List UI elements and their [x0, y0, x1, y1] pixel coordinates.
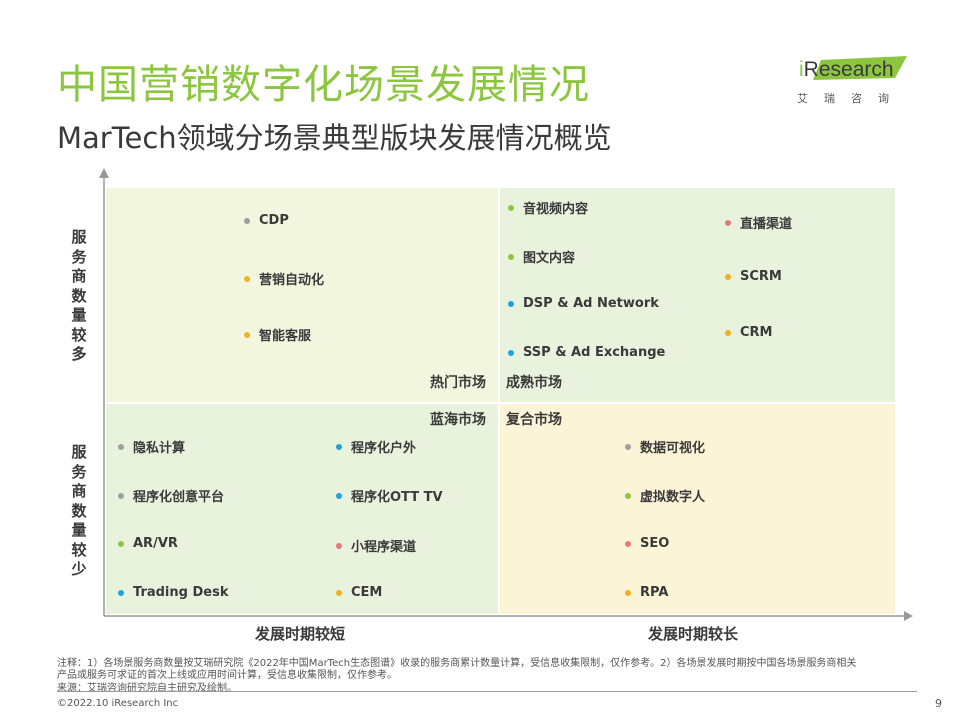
scenario-label: 虚拟数字人 [640, 490, 706, 505]
category-dot-icon [508, 300, 514, 307]
quadrant-composite-market [500, 404, 895, 614]
logo-swoosh-icon [813, 56, 907, 80]
scenario-label: CDP [259, 213, 289, 228]
scenario-item: 音视频内容 [508, 198, 588, 217]
scenario-item: 营销自动化 [244, 269, 324, 288]
scenario-label: SCRM [740, 269, 782, 284]
label-hot-market: 热门市场 [430, 375, 486, 391]
scenario-label: 智能客服 [259, 329, 312, 344]
note-line-2: 产品或服务可求证的首次上线或应用时间计算，受信息收集限制，仅作参考。 [57, 670, 397, 681]
scenario-item: Trading Desk [118, 585, 228, 600]
category-dot-icon [508, 349, 514, 356]
scenario-item: 程序化OTT TV [336, 486, 443, 505]
logo-chinese: 艾瑞咨询 [797, 92, 905, 105]
category-dot-icon [508, 204, 514, 211]
logo-letters: Research [803, 58, 894, 81]
label-composite-market: 复合市场 [506, 412, 562, 428]
footer-divider [57, 691, 917, 692]
source-note: 来源：艾瑞咨询研究院自主研究及绘制。 [57, 683, 237, 694]
logo-letter-i: i [799, 58, 804, 81]
scenario-item: DSP & Ad Network [508, 296, 659, 311]
category-dot-icon [244, 275, 250, 282]
scenario-label: 程序化创意平台 [133, 490, 225, 505]
logo-wordmark: iResearch [799, 58, 894, 82]
scenario-label: 小程序渠道 [351, 540, 417, 555]
scenario-label: SEO [640, 536, 670, 551]
scenario-label: CEM [351, 585, 383, 600]
label-mature-market: 成熟市场 [506, 375, 562, 391]
category-dot-icon [118, 443, 124, 450]
category-dot-icon [625, 443, 631, 450]
scenario-item: SCRM [725, 269, 782, 284]
x-axis-arrow-icon [904, 611, 913, 621]
x-label-shorter-period: 发展时期较短 [255, 625, 346, 643]
quadrant-mature-market [500, 188, 895, 402]
scenario-label: 程序化OTT TV [351, 490, 443, 505]
scenario-item: SEO [625, 536, 669, 551]
scenario-label: 隐私计算 [133, 441, 186, 456]
category-dot-icon [625, 540, 631, 547]
scenario-label: 图文内容 [523, 251, 576, 266]
scenario-item: 数据可视化 [625, 437, 705, 456]
scenario-label: 音视频内容 [523, 202, 589, 217]
scenario-item: 程序化户外 [336, 437, 416, 456]
category-dot-icon [244, 331, 250, 338]
y-axis-arrow-icon [99, 168, 109, 178]
page-subtitle: MarTech领域分场景典型版块发展情况概览 [57, 121, 612, 155]
quadrant-blue-ocean-market [106, 404, 498, 614]
scenario-item: 虚拟数字人 [625, 486, 705, 505]
scenario-item: CDP [244, 213, 289, 228]
category-dot-icon [625, 492, 631, 499]
category-dot-icon [625, 589, 631, 596]
scenario-item: 程序化创意平台 [118, 486, 224, 505]
scenario-label: 直播渠道 [740, 217, 793, 232]
category-dot-icon [244, 217, 250, 224]
category-dot-icon [336, 589, 342, 596]
scenario-label: 数据可视化 [640, 441, 706, 456]
page-title: 中国营销数字化场景发展情况 [57, 62, 590, 108]
scenario-item: AR/VR [118, 536, 178, 551]
label-blue-ocean-market: 蓝海市场 [430, 412, 486, 428]
category-dot-icon [118, 540, 124, 547]
scenario-item: CRM [725, 325, 773, 340]
scenario-label: RPA [640, 585, 669, 600]
category-dot-icon [725, 219, 731, 226]
category-dot-icon [118, 492, 124, 499]
page-number: 9 [935, 697, 942, 710]
scenario-label: 程序化户外 [351, 441, 417, 456]
scenario-label: SSP & Ad Exchange [523, 345, 666, 360]
scenario-item: 智能客服 [244, 325, 311, 344]
scenario-label: Trading Desk [133, 585, 229, 600]
category-dot-icon [336, 492, 342, 499]
scenario-label: CRM [740, 325, 773, 340]
scenario-label: 营销自动化 [259, 273, 325, 288]
copyright: ©2022.10 iResearch Inc [57, 698, 179, 709]
category-dot-icon [725, 329, 731, 336]
scenario-item: 图文内容 [508, 247, 575, 266]
y-label-fewer-providers: 服务商数量较少 [71, 443, 87, 578]
scenario-item: 直播渠道 [725, 213, 792, 232]
scenario-label: DSP & Ad Network [523, 296, 659, 311]
category-dot-icon [725, 273, 731, 280]
iresearch-logo: iResearch 艾瑞咨询 [795, 50, 913, 108]
category-dot-icon [508, 253, 514, 260]
category-dot-icon [118, 589, 124, 596]
scenario-item: 隐私计算 [118, 437, 185, 456]
scenario-item: CEM [336, 585, 382, 600]
scenario-item: RPA [625, 585, 668, 600]
note-line-1: 注释：1）各场景服务商数量按艾瑞研究院《2022年中国MarTech生态图谱》收… [57, 658, 857, 669]
category-dot-icon [336, 443, 342, 450]
y-label-more-providers: 服务商数量较多 [71, 228, 87, 363]
scenario-item: 小程序渠道 [336, 536, 416, 555]
x-label-longer-period: 发展时期较长 [648, 625, 739, 643]
scenario-item: SSP & Ad Exchange [508, 345, 665, 360]
category-dot-icon [336, 542, 342, 549]
scenario-label: AR/VR [133, 536, 178, 551]
quadrant-hot-market [106, 188, 498, 402]
